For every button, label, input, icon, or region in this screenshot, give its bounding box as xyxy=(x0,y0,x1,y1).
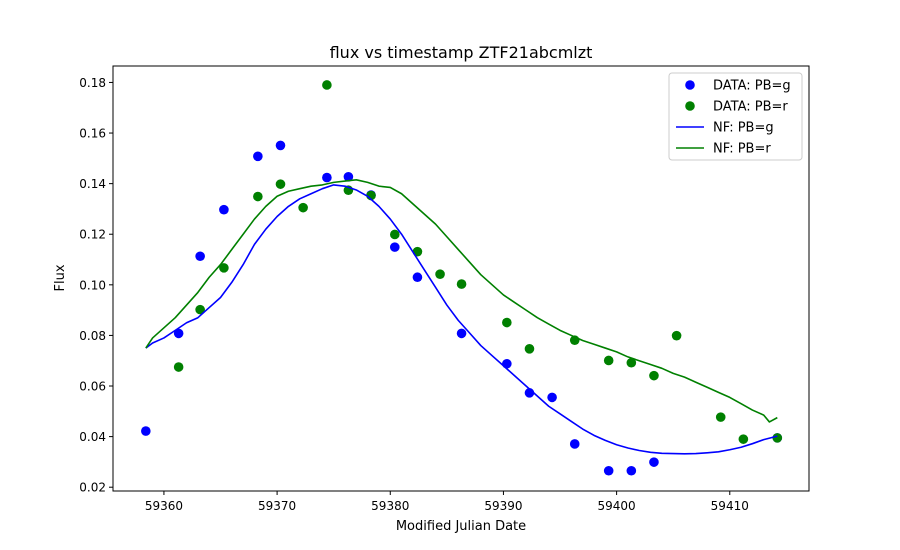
data-point xyxy=(456,279,467,289)
data-point xyxy=(435,269,445,279)
y-tick-label: 0.08 xyxy=(79,329,106,343)
data-point xyxy=(502,358,512,369)
data-point xyxy=(343,172,354,182)
data-point xyxy=(772,433,783,443)
y-tick-label: 0.18 xyxy=(79,76,106,90)
y-tick-label: 0.14 xyxy=(79,177,106,191)
data-point xyxy=(173,328,184,339)
chart-title: flux vs timestamp ZTF21abcmlzt xyxy=(330,43,593,62)
data-point xyxy=(219,204,229,215)
line-series-2 xyxy=(145,184,778,455)
y-tick-label: 0.02 xyxy=(79,481,106,495)
data-point xyxy=(195,304,205,315)
data-point xyxy=(253,191,263,202)
data-point xyxy=(715,412,726,422)
data-point xyxy=(219,263,229,273)
data-point xyxy=(253,151,263,162)
data-point xyxy=(524,344,535,354)
x-axis-label: Modified Julian Date xyxy=(396,519,526,534)
data-point xyxy=(738,434,749,444)
data-point xyxy=(298,202,308,213)
legend-label-r-data: DATA: PB=r xyxy=(713,100,788,115)
scatter-series-1 xyxy=(173,80,783,444)
data-point xyxy=(603,465,614,476)
legend-label-g-nf: NF: PB=g xyxy=(713,121,774,136)
data-point xyxy=(569,439,580,449)
x-tick-label: 59370 xyxy=(258,499,296,513)
y-axis-label: Flux xyxy=(53,264,68,291)
y-axis: 0.02 0.04 0.06 0.08 0.10 0.12 0.14 0.16 0.18 xyxy=(79,76,113,495)
y-tick-label: 0.12 xyxy=(79,228,106,242)
x-axis: 59360 59370 59380 59390 59400 59410 xyxy=(145,491,749,513)
data-point xyxy=(195,251,205,262)
y-tick-label: 0.06 xyxy=(79,380,106,394)
data-point xyxy=(626,357,637,368)
y-tick-label: 0.10 xyxy=(79,278,106,292)
legend-marker-r-data xyxy=(685,101,695,111)
data-point xyxy=(322,172,332,183)
data-point xyxy=(649,370,659,381)
x-tick-label: 59390 xyxy=(484,499,522,513)
data-point xyxy=(173,362,184,372)
x-tick-label: 59380 xyxy=(371,499,409,513)
series-layer xyxy=(141,80,783,476)
axes-spine xyxy=(112,65,810,492)
data-point xyxy=(141,426,151,436)
data-point xyxy=(603,355,614,366)
data-point xyxy=(547,392,557,403)
legend-marker-g-data xyxy=(685,80,695,90)
data-point xyxy=(649,457,659,467)
x-tick-label: 59400 xyxy=(598,499,636,513)
data-point xyxy=(275,140,286,151)
data-point xyxy=(502,317,512,328)
data-point xyxy=(389,242,400,252)
line-series-3 xyxy=(145,179,778,423)
legend-label-g-data: DATA: PB=g xyxy=(713,79,791,94)
legend-box xyxy=(668,72,803,161)
legend: DATA: PB=g DATA: PB=r NF: PB=g NF: PB=r xyxy=(668,72,803,161)
y-tick-label: 0.16 xyxy=(79,127,106,141)
x-tick-label: 59410 xyxy=(711,499,749,513)
data-point xyxy=(456,328,467,339)
legend-label-r-nf: NF: PB=r xyxy=(713,142,771,157)
y-tick-label: 0.04 xyxy=(79,430,106,444)
data-point xyxy=(322,80,332,90)
x-tick-label: 59360 xyxy=(145,499,183,513)
data-point xyxy=(412,272,423,283)
data-point xyxy=(671,330,682,341)
data-point xyxy=(275,179,286,189)
data-point xyxy=(389,229,400,240)
data-point xyxy=(626,465,637,476)
